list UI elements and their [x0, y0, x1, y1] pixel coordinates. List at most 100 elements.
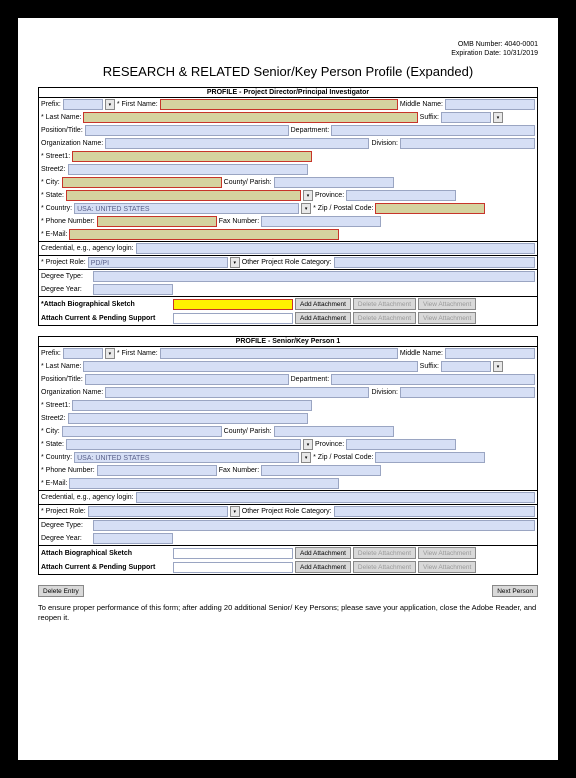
projectrole-field[interactable]: PD/PI: [88, 257, 228, 268]
biosketch-field[interactable]: [173, 299, 293, 310]
country-field-2[interactable]: USA: UNITED STATES: [74, 452, 299, 463]
view-attachment-button[interactable]: View Attachment: [418, 298, 476, 310]
province-field[interactable]: [346, 190, 456, 201]
prefix-field-2[interactable]: [63, 348, 103, 359]
phone-label: * Phone Number:: [41, 218, 95, 225]
country-field[interactable]: USA: UNITED STATES: [74, 203, 299, 214]
suffix-field[interactable]: [441, 112, 491, 123]
position-field[interactable]: [85, 125, 289, 136]
projectrole-label-2: * Project Role:: [41, 508, 86, 515]
delete-attachment-button-3[interactable]: Delete Attachment: [353, 547, 416, 559]
projectrole-dropdown-2[interactable]: ▾: [230, 506, 240, 517]
department-field-2[interactable]: [331, 374, 535, 385]
delete-attachment-button-4[interactable]: Delete Attachment: [353, 561, 416, 573]
county-field[interactable]: [274, 177, 394, 188]
degreeyear-field-2[interactable]: [93, 533, 173, 544]
division-field-2[interactable]: [400, 387, 535, 398]
country-label: * Country:: [41, 205, 72, 212]
form-title: RESEARCH & RELATED Senior/Key Person Pro…: [38, 64, 538, 79]
division-field[interactable]: [400, 138, 535, 149]
add-attachment-button-3[interactable]: Add Attachment: [295, 547, 351, 559]
zip-field[interactable]: [375, 203, 485, 214]
otherrole-field[interactable]: [334, 257, 535, 268]
state-dropdown-2[interactable]: ▾: [303, 439, 313, 450]
country-dropdown[interactable]: ▾: [301, 203, 311, 214]
email-field[interactable]: [69, 229, 339, 240]
street2-field-2[interactable]: [68, 413, 308, 424]
prefix-field[interactable]: [63, 99, 103, 110]
division-label: Division:: [371, 140, 397, 147]
county-field-2[interactable]: [274, 426, 394, 437]
otherrole-label-2: Other Project Role Category:: [242, 508, 332, 515]
fax-field-2[interactable]: [261, 465, 381, 476]
view-attachment-button-3[interactable]: View Attachment: [418, 547, 476, 559]
degreetype-field-2[interactable]: [93, 520, 535, 531]
city-field-2[interactable]: [62, 426, 222, 437]
city-field[interactable]: [62, 177, 222, 188]
prefix-dropdown-2[interactable]: ▾: [105, 348, 115, 359]
zip-label-2: * Zip / Postal Code:: [313, 454, 373, 461]
lastname-field-2[interactable]: [83, 361, 417, 372]
province-field-2[interactable]: [346, 439, 456, 450]
city-label: * City:: [41, 179, 60, 186]
firstname-field-2[interactable]: [160, 348, 398, 359]
projectrole-field-2[interactable]: [88, 506, 228, 517]
fax-field[interactable]: [261, 216, 381, 227]
degreetype-label-2: Degree Type:: [41, 522, 91, 529]
middlename-field[interactable]: [445, 99, 535, 110]
view-attachment-button-4[interactable]: View Attachment: [418, 561, 476, 573]
phone-field-2[interactable]: [97, 465, 217, 476]
street1-field[interactable]: [72, 151, 312, 162]
pending-field-2[interactable]: [173, 562, 293, 573]
suffix-field-2[interactable]: [441, 361, 491, 372]
position-field-2[interactable]: [85, 374, 289, 385]
add-attachment-button-2[interactable]: Add Attachment: [295, 312, 351, 324]
org-label: Organization Name:: [41, 140, 103, 147]
profile-pd-pi: PROFILE - Project Director/Principal Inv…: [38, 87, 538, 326]
prefix-label: Prefix:: [41, 101, 61, 108]
department-field[interactable]: [331, 125, 535, 136]
pending-field[interactable]: [173, 313, 293, 324]
street2-field[interactable]: [68, 164, 308, 175]
otherrole-field-2[interactable]: [334, 506, 535, 517]
country-dropdown-2[interactable]: ▾: [301, 452, 311, 463]
lastname-field[interactable]: [83, 112, 417, 123]
view-attachment-button-2[interactable]: View Attachment: [418, 312, 476, 324]
street1-label: * Street1:: [41, 153, 70, 160]
street1-field-2[interactable]: [72, 400, 312, 411]
suffix-label: Suffix:: [420, 114, 439, 121]
zip-field-2[interactable]: [375, 452, 485, 463]
state-dropdown[interactable]: ▾: [303, 190, 313, 201]
org-field[interactable]: [105, 138, 369, 149]
delete-attachment-button-2[interactable]: Delete Attachment: [353, 312, 416, 324]
suffix-dropdown-2[interactable]: ▾: [493, 361, 503, 372]
state-field-2[interactable]: [66, 439, 301, 450]
degreetype-field[interactable]: [93, 271, 535, 282]
biosketch-field-2[interactable]: [173, 548, 293, 559]
prefix-dropdown[interactable]: ▾: [105, 99, 115, 110]
credential-label-2: Credential, e.g., agency login:: [41, 494, 134, 501]
degreeyear-field[interactable]: [93, 284, 173, 295]
county-label-2: County/ Parish:: [224, 428, 272, 435]
add-attachment-button[interactable]: Add Attachment: [295, 298, 351, 310]
email-field-2[interactable]: [69, 478, 339, 489]
add-attachment-button-4[interactable]: Add Attachment: [295, 561, 351, 573]
phone-field[interactable]: [97, 216, 217, 227]
state-field[interactable]: [66, 190, 301, 201]
firstname-field[interactable]: [160, 99, 398, 110]
projectrole-dropdown[interactable]: ▾: [230, 257, 240, 268]
suffix-label-2: Suffix:: [420, 363, 439, 370]
country-label-2: * Country:: [41, 454, 72, 461]
delete-attachment-button[interactable]: Delete Attachment: [353, 298, 416, 310]
next-person-button[interactable]: Next Person: [492, 585, 538, 597]
delete-entry-button[interactable]: Delete Entry: [38, 585, 84, 597]
credential-field-2[interactable]: [136, 492, 535, 503]
county-label: County/ Parish:: [224, 179, 272, 186]
fax-label: Fax Number:: [219, 218, 259, 225]
middlename-field-2[interactable]: [445, 348, 535, 359]
credential-field[interactable]: [136, 243, 535, 254]
position-label: Position/Title:: [41, 127, 83, 134]
omb-number: OMB Number: 4040-0001: [38, 40, 538, 49]
org-field-2[interactable]: [105, 387, 369, 398]
suffix-dropdown[interactable]: ▾: [493, 112, 503, 123]
